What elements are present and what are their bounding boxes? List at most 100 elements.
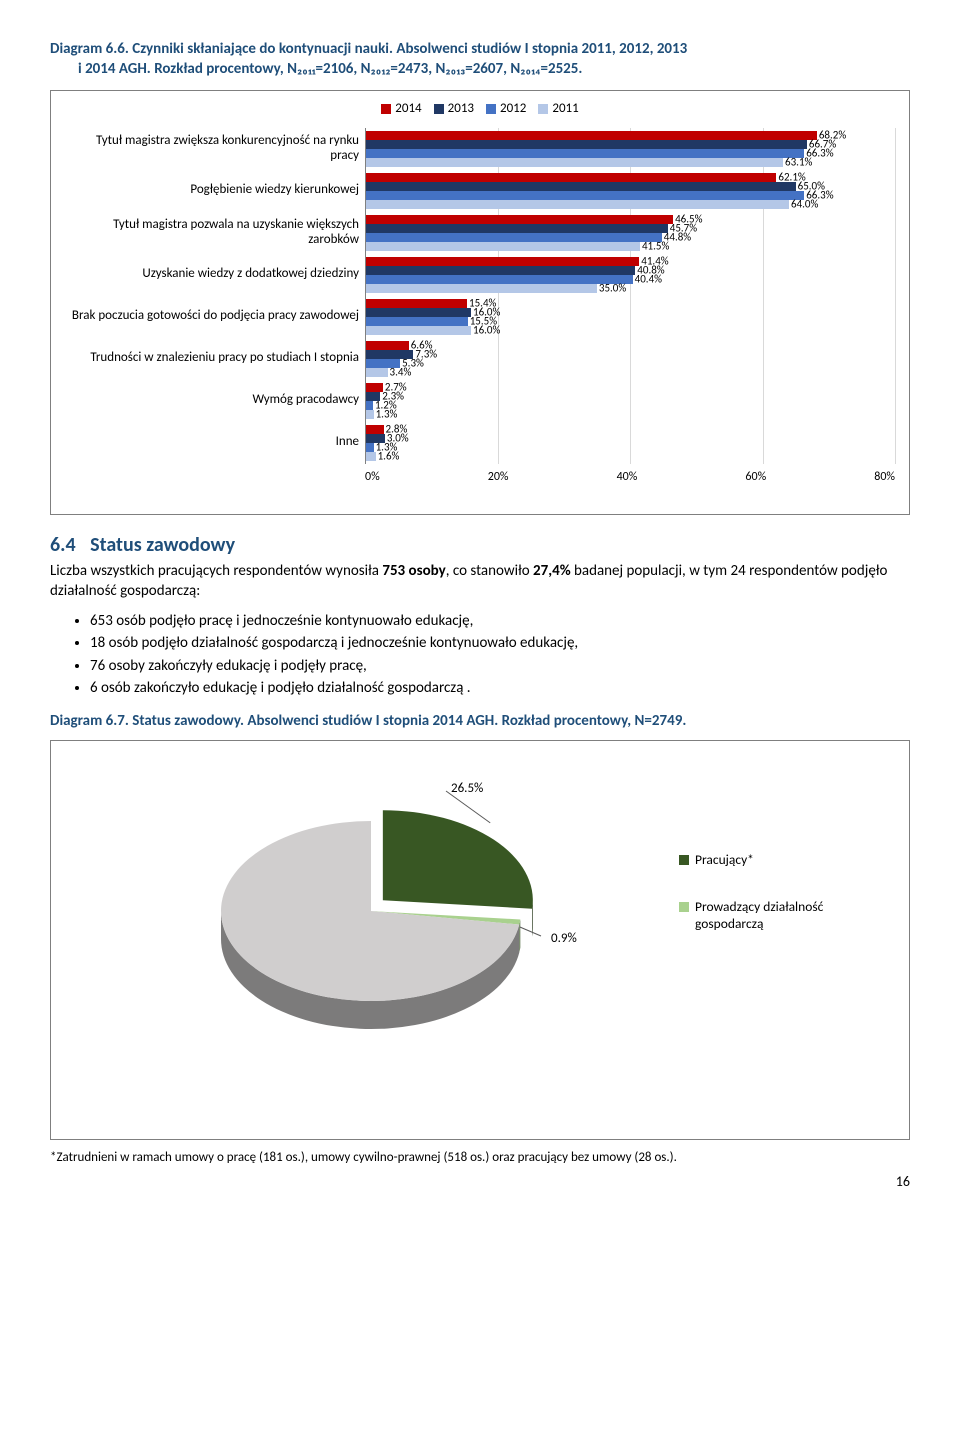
- bar: 40.8%: [365, 266, 635, 275]
- x-axis: 0% 20% 40% 60% 80%: [365, 470, 895, 484]
- bar-value-label: 1.3%: [374, 408, 398, 421]
- bar: 40.4%: [365, 275, 633, 284]
- legend-item: 2014: [381, 101, 421, 116]
- swatch-icon: [486, 104, 496, 114]
- diagram-6-6-title-l1: Diagram 6.6. Czynniki skłaniające do kon…: [50, 40, 910, 58]
- legend-item: 2013: [434, 101, 474, 116]
- footnote: *Zatrudnieni w ramach umowy o pracę (181…: [50, 1150, 910, 1165]
- bar: 66.7%: [365, 140, 807, 149]
- swatch-icon: [679, 855, 689, 865]
- bar-value-label: 63.1%: [783, 156, 812, 169]
- x-tick-label: 40%: [617, 470, 638, 484]
- category-label: Tytuł magistra zwiększa konkurencyjność …: [65, 128, 365, 170]
- pie-chart-container: 26.5% 0.9% Pracujący* Prowadzący działaln…: [50, 740, 910, 1140]
- bar: 15.5%: [365, 317, 468, 326]
- bar: 2.8%: [365, 425, 384, 434]
- pie-legend: Pracujący* Prowadzący działalność gospoda…: [679, 851, 879, 962]
- bar: 44.8%: [365, 233, 662, 242]
- bar-group: 2.7%2.3%1.2%1.3%: [365, 380, 895, 422]
- bar-value-label: 35.0%: [597, 282, 626, 295]
- swatch-icon: [434, 104, 444, 114]
- bar-group: 6.6%7.3%5.3%3.4%: [365, 338, 895, 380]
- bar-group: 68.2%66.7%66.3%63.1%: [365, 128, 895, 170]
- bar: 16.0%: [365, 326, 471, 335]
- bar: 1.3%: [365, 443, 374, 452]
- bullet-list: 653 osób podjęło pracę i jednocześnie ko…: [50, 611, 910, 698]
- pie-business-label: 0.9%: [551, 931, 577, 946]
- section-6-4-heading: 6.4 Status zawodowy: [50, 533, 910, 557]
- bar: 41.4%: [365, 257, 639, 266]
- bar: 6.6%: [365, 341, 409, 350]
- swatch-icon: [679, 902, 689, 912]
- leader-line: [520, 927, 541, 936]
- bar: 66.3%: [365, 191, 804, 200]
- x-tick-label: 20%: [488, 470, 509, 484]
- diagram-6-6-title-l2: i 2014 AGH. Rozkład procentowy, N₂₀₁₁=21…: [50, 60, 910, 78]
- category-label: Uzyskanie wiedzy z dodatkowej dziedziny: [65, 254, 365, 296]
- bar: 46.5%: [365, 215, 673, 224]
- x-tick-label: 0%: [365, 470, 380, 484]
- bar: 62.1%: [365, 173, 776, 182]
- bullet-item: 76 osoby zakończyły edukację i podjęły p…: [90, 656, 910, 676]
- bullet-item: 18 osób podjęło działalność gospodarczą …: [90, 633, 910, 653]
- category-labels: Tytuł magistra zwiększa konkurencyjność …: [65, 128, 365, 464]
- bar: 45.7%: [365, 224, 668, 233]
- bar: 68.2%: [365, 131, 817, 140]
- bar: 66.3%: [365, 149, 804, 158]
- bar-group: 41.4%40.8%40.4%35.0%: [365, 254, 895, 296]
- swatch-icon: [381, 104, 391, 114]
- bar: 64.0%: [365, 200, 789, 209]
- x-tick-label: 60%: [745, 470, 766, 484]
- bar: 16.0%: [365, 308, 471, 317]
- page-number: 16: [50, 1173, 910, 1190]
- category-label: Wymóg pracodawcy: [65, 380, 365, 422]
- pie-legend-item: Prowadzący działalność gospodarczą: [679, 898, 879, 932]
- bar-value-label: 64.0%: [789, 198, 818, 211]
- pie-chart-svg: [191, 781, 551, 1061]
- x-tick-label: 80%: [874, 470, 895, 484]
- legend-label: 2013: [448, 101, 474, 116]
- pie-legend-label: Prowadzący działalność gospodarczą: [695, 898, 879, 932]
- bullet-item: 653 osób podjęło pracę i jednocześnie ko…: [90, 611, 910, 631]
- bar-value-label: 40.4%: [633, 273, 662, 286]
- legend-label: 2011: [552, 101, 578, 116]
- pie-slice: [383, 810, 533, 908]
- section-title: Status zawodowy: [90, 533, 235, 557]
- bar-group: 2.8%3.0%1.3%1.6%: [365, 422, 895, 464]
- legend-item: 2012: [486, 101, 526, 116]
- pie-side: [519, 919, 520, 952]
- bar-group: 62.1%65.0%66.3%64.0%: [365, 170, 895, 212]
- plot-area: 68.2%66.7%66.3%63.1%62.1%65.0%66.3%64.0%…: [365, 128, 895, 464]
- bar-value-label: 3.4%: [388, 366, 412, 379]
- category-label: Tytuł magistra pozwala na uzyskanie więk…: [65, 212, 365, 254]
- category-label: Pogłębienie wiedzy kierunkowej: [65, 170, 365, 212]
- legend-item: 2011: [538, 101, 578, 116]
- bar: 1.3%: [365, 410, 374, 419]
- bar: 65.0%: [365, 182, 796, 191]
- diagram-6-7-title: Diagram 6.7. Status zawodowy. Absolwenci…: [50, 712, 910, 730]
- bar-value-label: 41.5%: [640, 240, 669, 253]
- bar: 15.4%: [365, 299, 467, 308]
- section-paragraph: Liczba wszystkich pracujących respondent…: [50, 561, 910, 602]
- bar-value-label: 1.6%: [376, 450, 400, 463]
- gridline: [895, 128, 896, 464]
- bar-chart-container: 2014 2013 2012 2011 Tytuł magistra zwiększa…: [50, 90, 910, 515]
- bar-chart-legend: 2014 2013 2012 2011: [65, 101, 895, 118]
- bar: 1.6%: [365, 452, 376, 461]
- axis-line: [365, 128, 366, 464]
- bar: 3.4%: [365, 368, 388, 377]
- bar: 41.5%: [365, 242, 640, 251]
- bar-value-label: 16.0%: [471, 324, 500, 337]
- pie-employed-label: 26.5%: [451, 781, 483, 796]
- pie-legend-item: Pracujący*: [679, 851, 879, 868]
- category-label: Trudności w znalezieniu pracy po studiac…: [65, 338, 365, 380]
- category-label: Brak poczucia gotowości do podjęcia prac…: [65, 296, 365, 338]
- legend-label: 2014: [395, 101, 421, 116]
- category-label: Inne: [65, 422, 365, 464]
- legend-label: 2012: [500, 101, 526, 116]
- pie-legend-label: Pracujący*: [695, 851, 754, 868]
- bar-group: 15.4%16.0%15.5%16.0%: [365, 296, 895, 338]
- bullet-item: 6 osób zakończyło edukację i podjęło dzi…: [90, 678, 910, 698]
- bar: 63.1%: [365, 158, 783, 167]
- swatch-icon: [538, 104, 548, 114]
